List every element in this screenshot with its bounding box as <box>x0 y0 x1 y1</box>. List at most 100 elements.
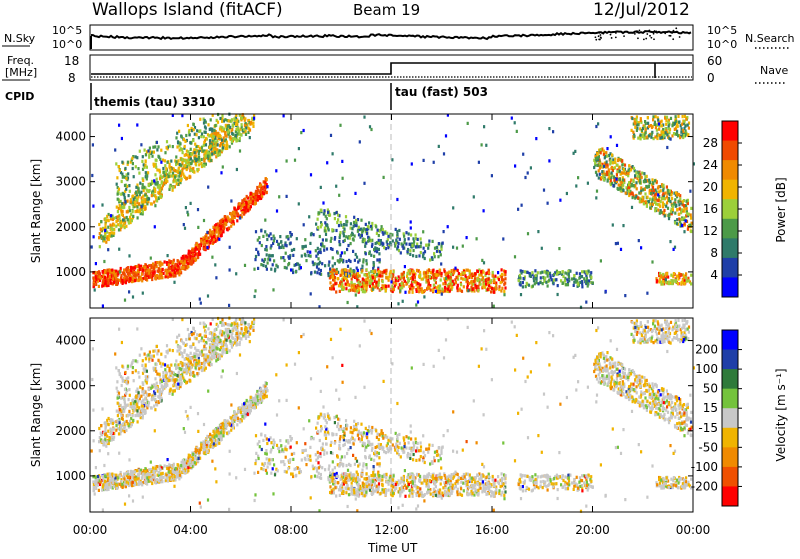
power-cell <box>573 274 575 277</box>
power-cell <box>503 290 505 293</box>
power-cell <box>214 124 216 127</box>
power-cell <box>323 209 325 212</box>
nsearch-dot <box>646 33 648 35</box>
power-cell <box>194 143 196 146</box>
power-cell <box>660 275 662 278</box>
nsearch-dot <box>643 39 645 41</box>
power-cell <box>641 176 643 179</box>
power-cell <box>318 251 320 254</box>
power-cell <box>171 174 173 177</box>
power-cell <box>180 164 182 167</box>
power-cell <box>575 184 577 187</box>
power-cell <box>158 169 160 172</box>
power-cell <box>676 130 678 133</box>
power-cell <box>226 141 228 144</box>
power-cell <box>354 192 356 195</box>
power-cell <box>673 280 675 283</box>
power-cell <box>97 271 99 274</box>
power-cell <box>597 152 599 155</box>
power-cell <box>167 254 169 257</box>
power-cell <box>676 222 678 225</box>
nsearch-dot <box>653 33 655 35</box>
power-cell <box>286 244 288 247</box>
power-cell <box>644 192 646 195</box>
power-cell <box>648 200 650 203</box>
power-cell <box>198 253 200 256</box>
power-cell <box>581 270 583 273</box>
power-cell <box>379 274 381 277</box>
power-cell <box>164 159 166 162</box>
power-cell <box>612 184 614 187</box>
power-cell <box>116 206 118 209</box>
power-cell <box>228 119 230 122</box>
power-cell <box>116 283 118 286</box>
power-cell <box>144 263 146 266</box>
power-cell <box>148 264 150 267</box>
power-cell <box>320 209 322 212</box>
power-cell <box>117 193 119 196</box>
power-cell <box>467 122 469 125</box>
power-cell <box>547 284 549 287</box>
power-cell <box>645 185 647 188</box>
power-cell <box>188 130 190 133</box>
power-cell <box>665 192 667 195</box>
power-cell <box>142 292 144 295</box>
power-cell <box>471 288 473 291</box>
power-cell <box>576 272 578 275</box>
power-cell <box>663 209 665 212</box>
power-cell <box>104 270 106 273</box>
power-cell <box>350 281 352 284</box>
power-cell <box>135 155 137 158</box>
power-cell <box>420 237 422 240</box>
power-cell <box>187 159 189 162</box>
power-cell <box>375 242 377 245</box>
power-cell <box>687 124 689 127</box>
power-cell <box>624 164 626 167</box>
power-cell <box>121 202 123 205</box>
power-cell <box>642 133 644 136</box>
power-cell <box>130 266 132 269</box>
power-cell <box>690 217 692 220</box>
power-cell <box>350 242 352 245</box>
power-cell <box>358 226 360 229</box>
power-cell <box>467 289 469 292</box>
power-cell <box>668 217 670 220</box>
power-cell <box>176 182 178 185</box>
power-cell <box>232 123 234 126</box>
power-cell <box>291 249 293 252</box>
power-cell <box>320 243 322 246</box>
power-cell <box>479 278 481 281</box>
power-cell <box>129 190 131 193</box>
power-cell <box>396 198 398 201</box>
power-cell <box>204 151 206 154</box>
power-cell <box>304 238 306 241</box>
power-cell <box>661 136 663 139</box>
power-cell <box>652 118 654 121</box>
power-cell <box>421 278 423 281</box>
power-cell <box>477 278 479 281</box>
power-cell <box>353 287 355 290</box>
power-cell <box>526 282 528 285</box>
power-cell <box>212 230 214 233</box>
power-cell <box>640 119 642 122</box>
power-cell <box>334 238 336 241</box>
power-cell <box>328 274 330 277</box>
power-cell <box>192 167 194 170</box>
power-cell <box>254 295 256 298</box>
power-cell <box>374 246 376 249</box>
power-cell <box>463 285 465 288</box>
power-cell <box>590 271 592 274</box>
power-cell <box>428 240 430 243</box>
power-cell <box>190 153 192 156</box>
power-cell <box>429 258 431 261</box>
nave-tick-bottom: 0 <box>707 71 715 85</box>
power-cell <box>440 262 442 265</box>
power-cell <box>133 175 135 178</box>
power-cell <box>676 194 678 197</box>
power-cell <box>383 246 385 249</box>
power-cell <box>338 260 340 263</box>
power-cell <box>286 159 288 162</box>
power-cell <box>113 224 115 227</box>
power-cell <box>255 230 257 233</box>
power-cell <box>622 178 624 181</box>
